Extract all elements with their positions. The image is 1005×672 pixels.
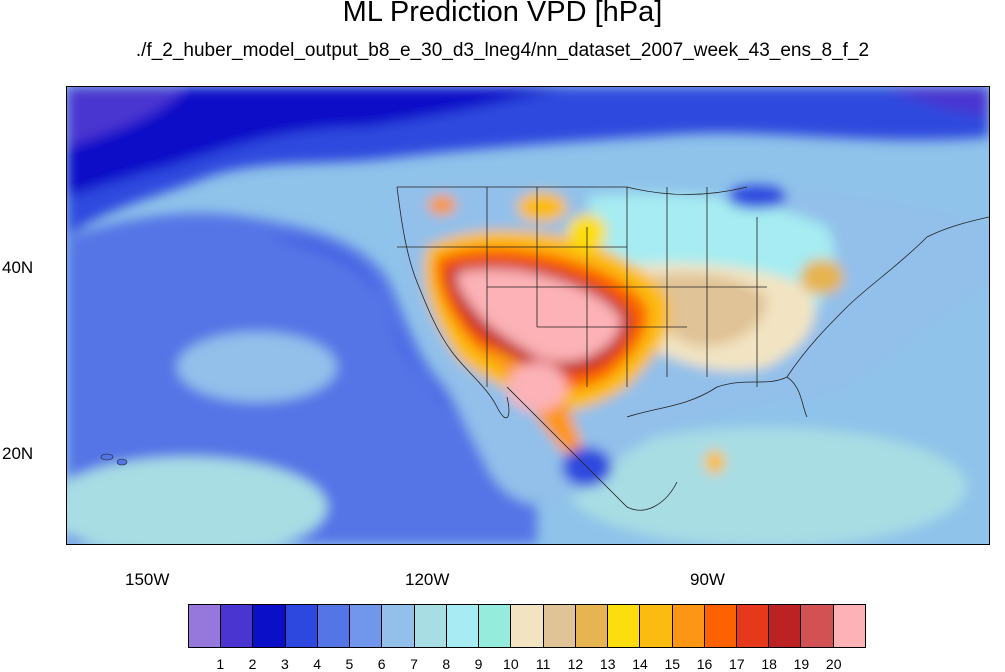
colorbar-box (479, 605, 512, 647)
colorbar-tick-label: 8 (442, 656, 451, 672)
coastlines (396, 186, 989, 511)
vpd-map (66, 86, 990, 545)
colorbar-box (446, 605, 480, 647)
colorbar-tick-label: 20 (825, 656, 842, 672)
colorbar-tick-label: 11 (535, 656, 551, 672)
colorbar-tick-label: 15 (664, 656, 681, 672)
colorbar-tick-label: 1 (216, 656, 225, 672)
colorbar-tick-label: 6 (377, 656, 386, 672)
colorbar-box (253, 605, 286, 647)
colorbar-box (769, 605, 802, 647)
lon-label-120w: 120W (405, 570, 450, 589)
colorbar-box (575, 605, 609, 647)
colorbar-tick-label: 2 (248, 656, 257, 672)
colorbar-tick-label: 9 (474, 656, 483, 672)
colorbar-tick-label: 18 (761, 656, 777, 672)
colorbar-box (672, 605, 705, 647)
colorbar-tick-label: 16 (696, 656, 713, 672)
colorbar-tick-label: 17 (729, 656, 745, 672)
colorbar-tick-label: 13 (599, 656, 616, 672)
colorbar-box (350, 605, 383, 647)
colorbar (188, 604, 866, 648)
colorbar-tick-label: 19 (793, 656, 810, 672)
lat-label-20n: 20N (2, 444, 34, 463)
colorbar-box (704, 605, 737, 647)
colorbar-box (511, 605, 544, 647)
colorbar-box (608, 605, 641, 647)
colorbar-tick-label: 10 (503, 656, 519, 672)
colorbar-tick-label: 12 (567, 656, 584, 672)
lat-label-40n: 40N (2, 258, 34, 277)
colorbar-box (414, 605, 447, 647)
colorbar-tick-label: 3 (280, 656, 289, 672)
map-subtitle: ./f_2_huber_model_output_b8_e_30_d3_lneg… (135, 40, 870, 61)
colorbar-box (736, 605, 770, 647)
colorbar-box (285, 605, 318, 647)
colorbar-box (543, 605, 576, 647)
colorbar-box (189, 605, 222, 647)
colorbar-tick-label: 5 (345, 656, 354, 672)
colorbar-box (382, 605, 415, 647)
colorbar-box (640, 605, 673, 647)
colorbar-tick-label: 14 (632, 656, 648, 672)
colorbar-box (801, 605, 834, 647)
lon-label-150w: 150W (125, 570, 170, 589)
map-title: ML Prediction VPD [hPa] (342, 0, 663, 28)
colorbar-tick-label: 4 (313, 656, 322, 672)
vpd-field (67, 87, 989, 544)
colorbar-tick-label: 7 (410, 656, 418, 672)
colorbar-box (833, 605, 865, 647)
lon-label-90w: 90W (690, 570, 725, 589)
colorbar-box (317, 605, 351, 647)
colorbar-box (221, 605, 254, 647)
